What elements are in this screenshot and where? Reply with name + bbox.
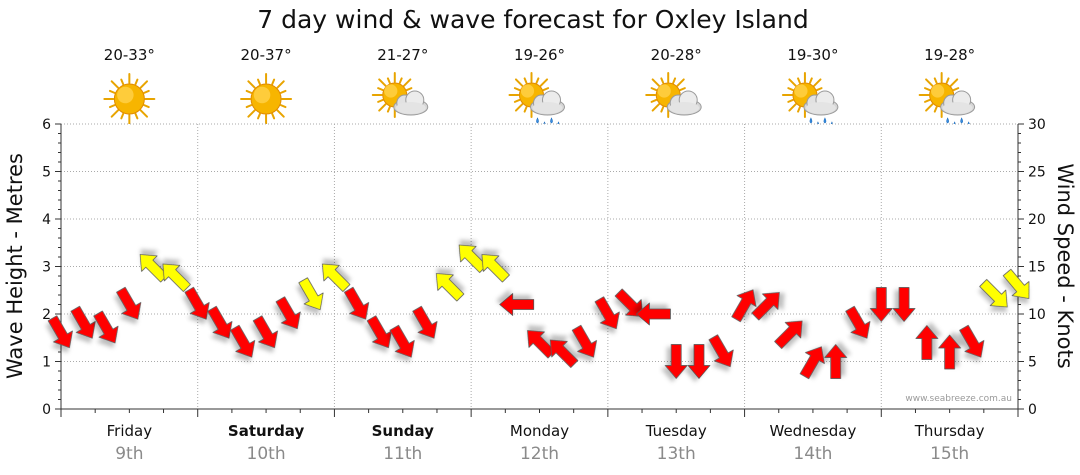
wind-arrow xyxy=(275,296,301,330)
wind-arrow xyxy=(845,305,871,339)
temperature-label: 21-27° xyxy=(377,46,428,64)
wind-arrow xyxy=(751,292,780,321)
wind-arrow xyxy=(799,346,825,380)
wind-arrow xyxy=(636,302,671,326)
day-date-label: 13th xyxy=(657,444,696,464)
y-tick-label: 5 xyxy=(42,165,51,181)
day-name-label: Monday xyxy=(510,422,569,440)
wind-arrow xyxy=(664,344,688,379)
wind-arrow xyxy=(979,279,1008,308)
wind-arrow xyxy=(322,263,351,292)
chart-title: 7 day wind & wave forecast for Oxley Isl… xyxy=(257,5,808,34)
day-date-label: 12th xyxy=(520,444,559,464)
wind-arrow xyxy=(731,289,757,323)
day-name-label: Friday xyxy=(107,422,153,440)
day-name-label: Wednesday xyxy=(770,422,857,440)
day-date-label: 11th xyxy=(383,444,422,464)
wind-arrow xyxy=(915,325,939,360)
wind-arrow xyxy=(207,305,233,339)
wind-arrow xyxy=(869,287,893,322)
wind-arrow xyxy=(959,324,985,358)
day-name-label: Sunday xyxy=(372,422,435,440)
sun-rain-icon xyxy=(781,72,839,128)
y2-tick-label: 30 xyxy=(1028,117,1046,133)
y-tick-label: 1 xyxy=(42,355,51,371)
wind-arrow xyxy=(184,286,210,320)
temperature-label: 19-28° xyxy=(924,46,975,64)
temperature-label: 20-28° xyxy=(651,46,702,64)
wind-arrow xyxy=(93,310,119,344)
sun-cloud-icon xyxy=(645,72,702,118)
y2-tick-label: 15 xyxy=(1028,260,1046,276)
wind-arrow xyxy=(824,344,848,379)
wind-arrow xyxy=(614,288,644,317)
wind-arrow xyxy=(298,277,324,311)
wind-arrow xyxy=(571,324,597,358)
wind-arrow xyxy=(892,287,916,322)
sun-rain-icon xyxy=(918,72,976,128)
wind-arrow xyxy=(549,339,579,368)
sun-icon xyxy=(240,73,293,125)
y2-tick-label: 0 xyxy=(1028,402,1037,418)
y-tick-label: 2 xyxy=(42,307,51,323)
day-date-label: 9th xyxy=(115,444,143,464)
day-date-label: 14th xyxy=(793,444,832,464)
day-name-label: Saturday xyxy=(228,422,305,440)
sun-icon xyxy=(103,73,156,125)
wind-arrow xyxy=(70,305,96,339)
y2-tick-label: 25 xyxy=(1028,165,1046,181)
day-name-label: Tuesday xyxy=(645,422,707,440)
wind-arrow xyxy=(230,324,256,358)
wind-arrow xyxy=(252,315,278,349)
day-date-label: 15th xyxy=(930,444,969,464)
wind-arrow xyxy=(366,315,392,349)
temperature-label: 19-26° xyxy=(514,46,565,64)
y-tick-label: 4 xyxy=(42,212,51,228)
wind-arrow xyxy=(938,334,962,370)
day-name-label: Thursday xyxy=(914,422,985,440)
temperature-label: 20-37° xyxy=(241,46,292,64)
wind-arrow xyxy=(774,320,803,349)
y2-axis-label: Wind Speed - Knots xyxy=(1053,163,1077,368)
temperature-label: 20-33° xyxy=(104,46,155,64)
wind-arrow xyxy=(389,324,415,358)
wind-arrow xyxy=(499,293,535,316)
wind-arrow xyxy=(687,344,711,379)
sun-cloud-icon xyxy=(371,72,429,118)
day-date-label: 10th xyxy=(247,444,286,464)
y-axis-label: Wave Height - Metres xyxy=(3,153,27,379)
y2-tick-label: 10 xyxy=(1028,307,1046,323)
wind-arrow xyxy=(412,305,438,339)
wind-arrow xyxy=(481,254,510,283)
temperature-label: 19-30° xyxy=(787,46,838,64)
y-tick-label: 3 xyxy=(42,260,51,276)
wind-arrow xyxy=(435,273,465,302)
wind-arrow xyxy=(47,315,73,349)
y-tick-label: 6 xyxy=(42,117,51,133)
y-tick-label: 0 xyxy=(42,402,51,418)
wind-arrow xyxy=(1002,268,1030,299)
y2-tick-label: 20 xyxy=(1028,212,1046,228)
y2-tick-label: 5 xyxy=(1028,355,1037,371)
credit-text: www.seabreeze.com.au xyxy=(905,394,1012,404)
wind-arrow xyxy=(162,263,191,292)
sun-rain-icon xyxy=(508,72,565,128)
wind-arrow xyxy=(594,296,620,330)
wind-arrow xyxy=(708,334,734,368)
wind-arrow xyxy=(343,286,370,320)
wind-arrow xyxy=(116,286,142,320)
